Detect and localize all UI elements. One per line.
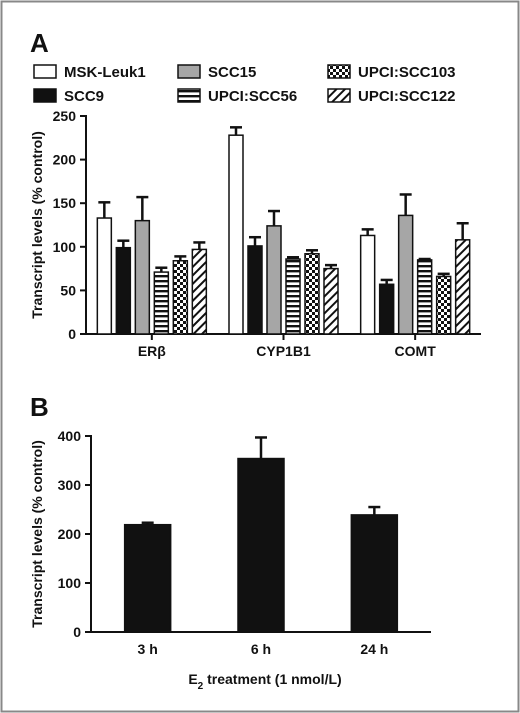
y-axis-title-b: Transcript levels (% control) <box>29 440 45 628</box>
bar-upci-scc122-cyp1b1 <box>323 267 339 335</box>
bar-series-3-h <box>123 523 172 633</box>
bar-upci-scc103-cyp1b1 <box>304 253 320 335</box>
x-tick-label-comt: COMT <box>395 343 437 359</box>
bar-scc15-cyp1b1 <box>266 225 282 335</box>
x-tick-label-cyp1b1: CYP1B1 <box>256 343 311 359</box>
panel-letter-b: B <box>30 392 49 422</box>
bar-upci-scc103-comt <box>435 275 452 335</box>
x-tick-label-3-h: 3 h <box>138 641 158 657</box>
y-tick-label: 0 <box>73 624 81 640</box>
bar-scc9-cyp1b1 <box>247 245 263 335</box>
y-tick-label: 200 <box>53 152 77 168</box>
bar-scc9-comt <box>378 283 395 335</box>
panel-letter-a: A <box>30 28 49 58</box>
bar-upci-scc103-er <box>172 260 189 335</box>
bar-msk-leuk1-er <box>96 217 113 335</box>
legend-swatch-upci-scc122 <box>327 88 351 103</box>
legend-label-upci-scc122: UPCI:SCC122 <box>358 88 456 105</box>
y-tick-label: 100 <box>53 239 77 255</box>
x-tick-label-24-h: 24 h <box>360 641 388 657</box>
bar-scc15-comt <box>397 214 414 335</box>
x-tick-label-6-h: 6 h <box>251 641 271 657</box>
legend-label-scc15: SCC15 <box>208 64 256 81</box>
bar-scc15-er <box>134 219 151 335</box>
bar-upci-scc122-er <box>191 248 208 335</box>
bar-series-6-h <box>237 457 285 633</box>
x-tick-label-er: ERβ <box>138 343 166 359</box>
bar-scc9-er <box>115 246 132 335</box>
x-axis-title-b: E2 treatment (1 nmol/L) <box>188 671 341 692</box>
legend-swatch-scc15 <box>177 64 201 79</box>
legend-swatch-upci-scc103 <box>327 64 351 79</box>
bar-upci-scc122-comt <box>454 239 471 335</box>
y-tick-label: 100 <box>58 575 82 591</box>
bar-upci-scc56-cyp1b1 <box>285 258 301 335</box>
legend-swatch-msk-leuk1 <box>33 64 57 79</box>
legend-label-upci-scc103: UPCI:SCC103 <box>358 64 456 81</box>
y-tick-label: 300 <box>58 477 82 493</box>
bar-msk-leuk1-cyp1b1 <box>228 134 244 335</box>
legend-swatch-upci-scc56 <box>177 88 201 103</box>
legend-swatch-scc9 <box>33 88 57 103</box>
y-tick-label: 250 <box>53 108 77 124</box>
bar-upci-scc56-er <box>153 271 170 335</box>
panel-a: 0 50 100 150 200 250 ERβ CYP1B1 COMT Transcript l… <box>29 64 481 359</box>
y-tick-label: 50 <box>60 282 76 298</box>
panel-b: 0 100 200 300 400 3 h 6 h 24 h Transcript levels… <box>29 428 431 692</box>
legend-label-msk-leuk1: MSK-Leuk1 <box>64 64 146 81</box>
y-axis-title-a: Transcript levels (% control) <box>29 131 45 319</box>
y-tick-label: 400 <box>58 428 82 444</box>
y-tick-label: 200 <box>58 526 82 542</box>
bar-upci-scc56-comt <box>416 259 433 335</box>
legend-label-scc9: SCC9 <box>64 88 104 105</box>
y-tick-label: 0 <box>68 326 76 342</box>
bar-series-24-h <box>350 514 399 633</box>
legend-label-upci-scc56: UPCI:SCC56 <box>208 88 297 105</box>
y-tick-label: 150 <box>53 195 77 211</box>
bar-msk-leuk1-comt <box>359 234 376 335</box>
